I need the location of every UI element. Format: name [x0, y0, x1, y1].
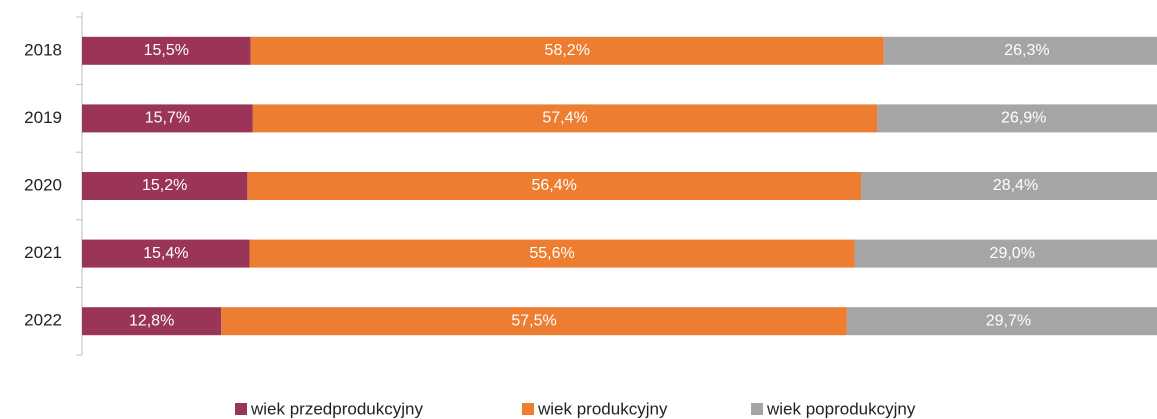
data-label: 29,7% — [986, 312, 1031, 329]
data-label: 12,8% — [129, 312, 174, 329]
data-label: 15,2% — [142, 177, 187, 194]
bar-segment — [221, 307, 847, 336]
bar-segment — [247, 172, 862, 200]
legend-swatch — [522, 403, 534, 415]
y-tick-label: 2020 — [24, 175, 62, 194]
data-label: 58,2% — [545, 42, 590, 59]
data-label: 15,7% — [145, 110, 190, 127]
legend-swatch — [235, 403, 247, 415]
bar-segment — [877, 104, 1157, 133]
data-label: 28,4% — [993, 177, 1038, 194]
data-label: 55,6% — [529, 245, 574, 262]
data-label: 56,4% — [532, 177, 577, 194]
y-tick-label: 2019 — [24, 108, 62, 127]
bar-segment — [82, 36, 251, 65]
bar-segment — [249, 239, 855, 268]
legend-swatch — [751, 403, 763, 415]
legend-label: wiek przedprodukcyjny — [250, 399, 423, 418]
data-label: 15,4% — [143, 245, 188, 262]
data-label: 26,9% — [1001, 110, 1046, 127]
data-label: 57,5% — [511, 312, 556, 329]
data-label: 57,4% — [542, 110, 587, 127]
data-label: 29,0% — [990, 245, 1035, 262]
bar-segment — [883, 36, 1157, 65]
bar-segment — [846, 307, 1157, 336]
data-label: 26,3% — [1004, 42, 1049, 59]
bar-segment — [82, 239, 250, 268]
legend-label: wiek produkcyjny — [537, 399, 668, 418]
legend-label: wiek poprodukcyjny — [766, 399, 916, 418]
bar-segment — [252, 104, 878, 133]
bar-segment — [861, 172, 1157, 200]
bar-segment — [82, 172, 248, 200]
bar-segment — [250, 36, 884, 65]
y-tick-label: 2021 — [24, 243, 62, 262]
bar-segment — [82, 104, 253, 133]
bar-segment — [854, 239, 1157, 268]
bar-segment — [82, 307, 222, 336]
data-label: 15,5% — [144, 42, 189, 59]
y-tick-label: 2018 — [24, 40, 62, 59]
y-tick-label: 2022 — [24, 311, 62, 330]
